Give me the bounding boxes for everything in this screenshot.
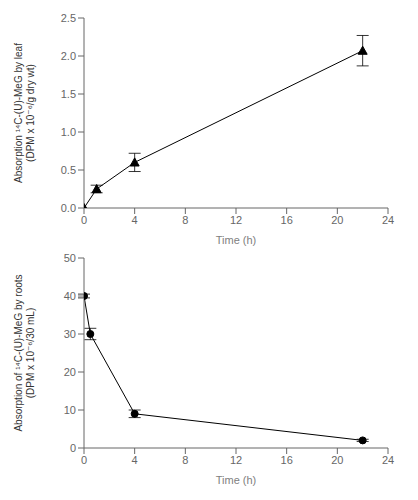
svg-text:Absorption ¹⁴C-(U)-MeG by leaf: Absorption ¹⁴C-(U)-MeG by leaf(DPM x 10⁻…	[13, 43, 36, 183]
svg-text:4: 4	[132, 214, 138, 226]
svg-text:Absorption of ¹⁴C-(U)-MeG by r: Absorption of ¹⁴C-(U)-MeG by roots(DPM x…	[13, 274, 36, 431]
svg-text:24: 24	[382, 214, 394, 226]
svg-text:16: 16	[281, 214, 293, 226]
svg-text:40: 40	[64, 290, 76, 302]
svg-text:8: 8	[182, 454, 188, 466]
svg-text:0: 0	[81, 454, 87, 466]
svg-text:Time (h): Time (h)	[216, 234, 257, 246]
svg-text:30: 30	[64, 328, 76, 340]
svg-text:12: 12	[230, 214, 242, 226]
svg-text:Time (h): Time (h)	[216, 474, 257, 486]
svg-text:4: 4	[132, 454, 138, 466]
svg-text:2.5: 2.5	[61, 12, 76, 24]
svg-text:20: 20	[331, 214, 343, 226]
svg-text:1.5: 1.5	[61, 88, 76, 100]
svg-text:0: 0	[81, 214, 87, 226]
svg-text:0: 0	[70, 442, 76, 454]
svg-text:0.5: 0.5	[61, 164, 76, 176]
svg-text:20: 20	[64, 366, 76, 378]
svg-text:1.0: 1.0	[61, 126, 76, 138]
svg-text:2.0: 2.0	[61, 50, 76, 62]
svg-text:16: 16	[281, 454, 293, 466]
svg-text:0.0: 0.0	[61, 202, 76, 214]
svg-text:8: 8	[182, 214, 188, 226]
svg-text:50: 50	[64, 252, 76, 264]
svg-text:20: 20	[331, 454, 343, 466]
svg-text:24: 24	[382, 454, 394, 466]
svg-text:10: 10	[64, 404, 76, 416]
svg-text:12: 12	[230, 454, 242, 466]
